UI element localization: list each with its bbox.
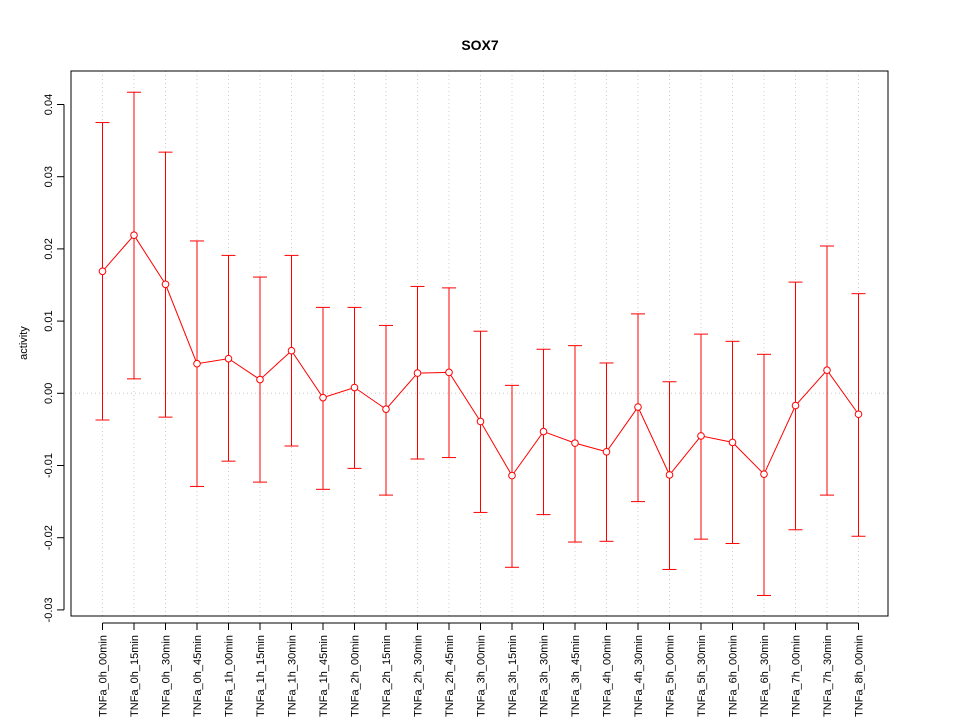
x-tick-label: TNFa_0h_15min: [129, 635, 141, 717]
data-point: [760, 470, 768, 478]
x-tick-label: TNFa_8h_00min: [854, 635, 866, 717]
x-tick-label: TNFa_3h_00min: [476, 635, 488, 717]
data-point: [634, 403, 642, 411]
data-point: [602, 447, 611, 456]
x-tick-label: TNFa_7h_00min: [791, 635, 803, 717]
x-tick-label: TNFa_2h_45min: [444, 635, 456, 717]
x-tick-label: TNFa_2h_30min: [413, 635, 425, 717]
x-tick-label: TNFa_2h_15min: [381, 635, 393, 717]
data-point: [476, 417, 485, 426]
data-point: [287, 346, 296, 355]
data-point: [508, 471, 516, 480]
data-point: [193, 359, 201, 368]
x-tick-label: TNFa_1h_15min: [255, 635, 267, 717]
x-tick-label: TNFa_5h_30min: [696, 635, 708, 717]
y-tick-label: 0.03: [43, 166, 55, 187]
data-point: [791, 401, 800, 410]
data-point: [823, 366, 831, 374]
data-point: [382, 405, 390, 413]
x-tick-label: TNFa_7h_30min: [822, 635, 834, 717]
plot-frame: [70, 70, 889, 617]
data-point: [445, 368, 453, 377]
y-tick-label: -0.03: [43, 597, 55, 622]
x-tick-label: TNFa_1h_45min: [318, 635, 330, 717]
x-tick-label: TNFa_6h_00min: [728, 635, 740, 717]
y-tick-label: 0.04: [43, 94, 55, 115]
x-tick-label: TNFa_0h_30min: [161, 635, 173, 717]
x-tick-label: TNFa_3h_15min: [507, 635, 519, 717]
x-tick-label: TNFa_4h_00min: [602, 635, 614, 717]
data-point: [319, 393, 327, 402]
x-axis: TNFa_0h_00min TNFa_0h_15min TNFa_0h_30min T…: [98, 622, 866, 717]
data-point: [161, 280, 170, 289]
data-point: [256, 375, 264, 384]
data-point: [571, 439, 579, 447]
data-point: [413, 369, 422, 377]
y-axis: 0.04 0.03 0.02 0.01 0.00 -0.01 -0.02 -0.03: [43, 94, 65, 622]
y-tick-label: 0.02: [43, 238, 55, 259]
data-point: [665, 471, 674, 479]
data-point: [350, 383, 359, 392]
data-point: [697, 432, 705, 440]
data-point: [130, 231, 138, 239]
data-point: [728, 438, 737, 447]
y-tick-label: 0.00: [43, 383, 55, 404]
x-tick-label: TNFa_3h_45min: [570, 635, 582, 717]
x-tick-label: TNFa_6h_30min: [759, 635, 771, 717]
y-tick-label: -0.02: [43, 525, 55, 550]
data-point: [98, 267, 107, 276]
x-tick-label: TNFa_2h_00min: [350, 635, 362, 717]
x-tick-label: TNFa_1h_00min: [224, 635, 236, 717]
data-points: [98, 231, 863, 480]
x-tick-label: TNFa_3h_30min: [539, 635, 551, 717]
y-tick-label: -0.01: [43, 453, 55, 478]
data-point: [854, 410, 863, 419]
x-tick-label: TNFa_5h_00min: [665, 635, 677, 717]
x-tick-label: TNFa_0h_00min: [98, 635, 110, 717]
y-axis-label: activity: [18, 326, 30, 360]
data-point: [539, 427, 548, 436]
y-tick-label: 0.01: [43, 310, 55, 331]
x-tick-label: TNFa_0h_45min: [192, 635, 204, 717]
x-tick-label: TNFa_1h_30min: [287, 635, 299, 717]
x-tick-label: TNFa_4h_30min: [633, 635, 645, 717]
data-point: [224, 354, 233, 363]
chart-title: SOX7: [461, 37, 499, 53]
